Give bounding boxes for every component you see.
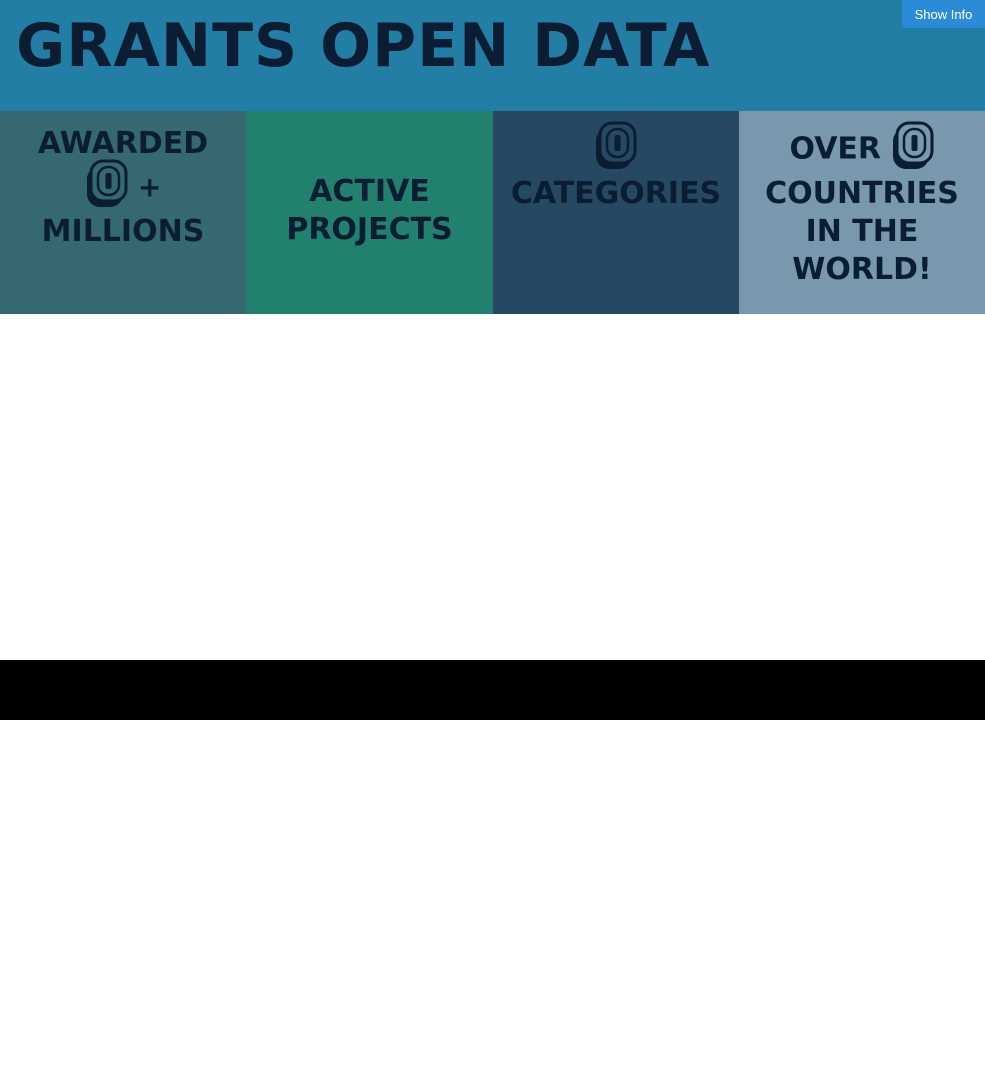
tile-countries-line2: COUNTRIES [765, 176, 959, 211]
tile-categories: 0 CATEGORIES [493, 111, 739, 314]
counter-digit-icon: 0 [596, 121, 637, 169]
tile-projects-text: ACTIVE PROJECTS [286, 173, 452, 314]
tile-awarded-prefix: AWARDED [37, 126, 209, 161]
tile-categories-count-line: 0 [511, 121, 721, 175]
show-info-button[interactable]: Show Info [902, 0, 985, 28]
tile-awarded-text: AWARDED 0 + MILLIONS [38, 125, 208, 314]
footer-bar [0, 660, 985, 720]
countries-count: 0 [891, 121, 934, 171]
tile-awarded-suffix: + [137, 170, 162, 204]
tile-countries-line3: IN THE [805, 214, 919, 249]
tile-countries-line4: WORLD! [792, 252, 932, 287]
page-title: GRANTS OPEN DATA [16, 11, 711, 81]
tile-awarded: AWARDED 0 + MILLIONS [0, 111, 246, 314]
tile-awarded-count-line: 0 + [38, 159, 208, 213]
tile-awarded-unit: MILLIONS [41, 214, 205, 249]
categories-count: 0 [594, 121, 637, 171]
tile-countries: OVER 0 COUNTRIES IN THE WORLD! [739, 111, 985, 314]
tile-countries-count-line: OVER 0 [765, 121, 959, 175]
tile-categories-text: 0 CATEGORIES [510, 121, 722, 314]
tile-categories-label: CATEGORIES [510, 176, 722, 211]
tile-countries-prefix: OVER [789, 131, 882, 167]
tile-countries-text: OVER 0 COUNTRIES IN THE WORLD! [765, 121, 959, 314]
site-header: GRANTS OPEN DATA Show Info [0, 0, 985, 111]
counter-digit-icon: 0 [893, 121, 934, 169]
awarded-count: 0 [85, 159, 128, 209]
stats-tiles: AWARDED 0 + MILLIONS ACTIVE PROJECTS [0, 111, 985, 314]
tile-active-projects: ACTIVE PROJECTS [246, 111, 493, 314]
tile-projects-line1: ACTIVE [309, 174, 430, 209]
counter-digit-icon: 0 [86, 159, 128, 207]
tile-projects-line2: PROJECTS [286, 212, 453, 247]
